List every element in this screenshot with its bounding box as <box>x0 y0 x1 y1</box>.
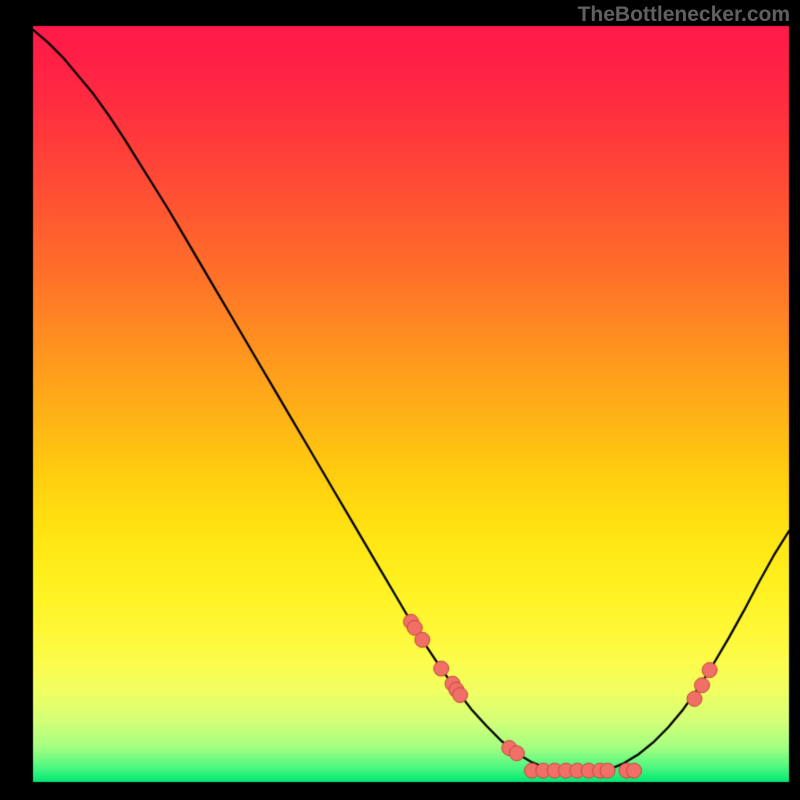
watermark-text: TheBottlenecker.com <box>578 3 790 27</box>
chart-stage: TheBottlenecker.com <box>0 0 800 800</box>
bottleneck-curve-chart <box>0 0 800 800</box>
